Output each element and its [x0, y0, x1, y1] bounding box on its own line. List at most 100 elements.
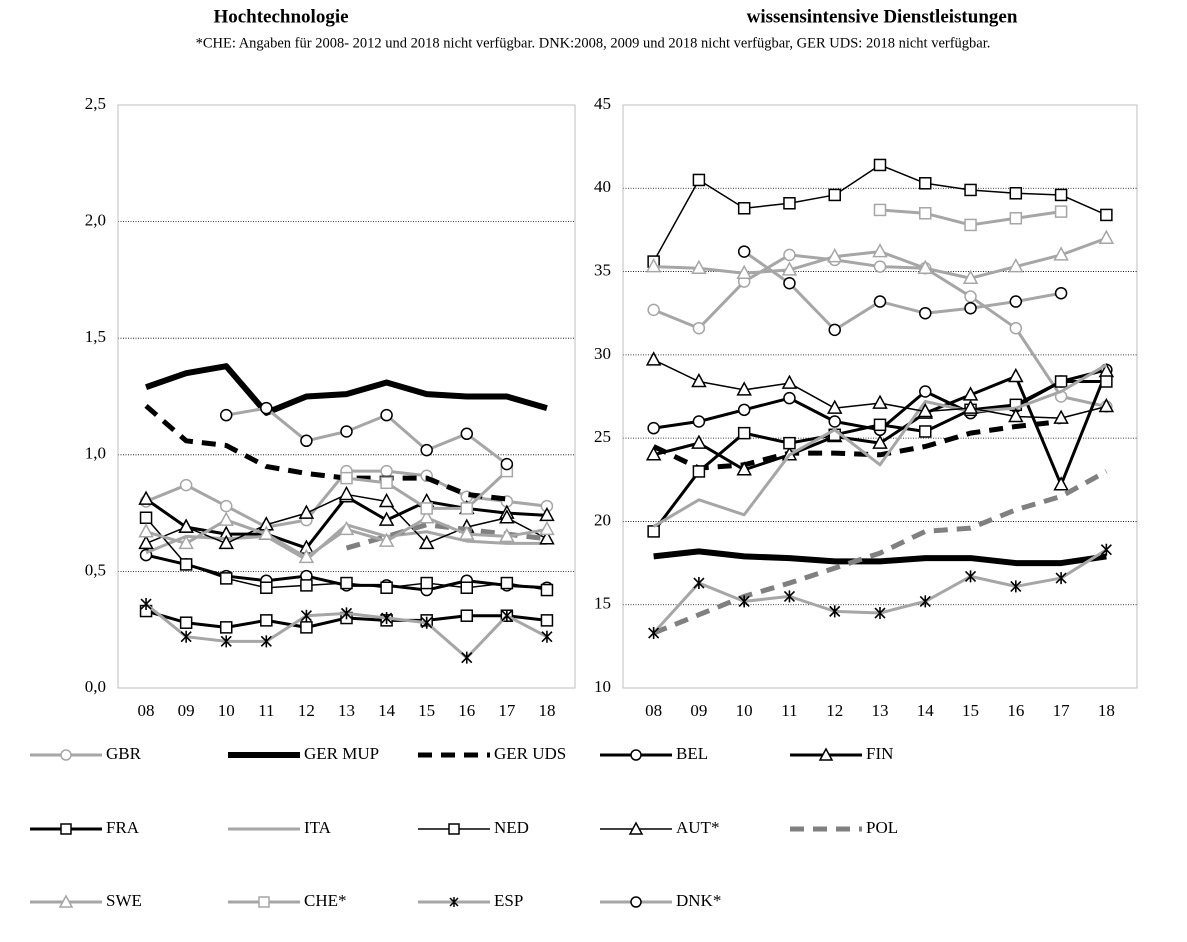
y-tick-label: 0,5: [85, 560, 106, 579]
data-marker: [1010, 580, 1022, 593]
x-tick-label: 09: [178, 701, 195, 720]
y-tick-label: 0,0: [85, 677, 106, 696]
data-marker: [139, 511, 153, 525]
data-marker: [1053, 409, 1069, 424]
legend-marker: [628, 821, 644, 835]
data-marker: [540, 614, 554, 627]
legend-marker: [630, 896, 642, 908]
data-marker: [692, 321, 706, 335]
data-marker: [826, 399, 843, 414]
x-tick-label: 14: [917, 701, 935, 720]
data-marker: [691, 372, 707, 388]
data-marker: [420, 502, 433, 515]
series-line: [653, 548, 1107, 567]
x-tick-label: 17: [498, 701, 516, 720]
data-marker: [459, 525, 475, 540]
data-marker: [737, 202, 751, 215]
x-tick-label: 08: [138, 701, 155, 720]
data-marker: [1053, 476, 1069, 491]
data-marker: [378, 532, 395, 547]
data-marker: [260, 401, 273, 415]
data-marker: [500, 576, 514, 590]
chart-title: wissensintensive Dienstleistungen: [747, 6, 1018, 27]
data-marker: [919, 306, 932, 320]
data-marker: [783, 197, 796, 210]
legend-label: GER MUP: [304, 744, 379, 763]
data-marker: [260, 635, 272, 648]
data-marker: [420, 576, 433, 590]
data-marker: [828, 415, 841, 428]
data-marker: [219, 408, 233, 422]
data-marker: [691, 434, 707, 449]
data-marker: [1008, 367, 1024, 383]
data-marker: [645, 257, 662, 273]
data-marker: [691, 259, 707, 274]
data-marker: [1100, 208, 1113, 222]
data-marker: [460, 427, 474, 441]
legend-label: SWE: [106, 891, 142, 910]
data-marker: [872, 394, 888, 409]
data-marker: [540, 583, 554, 597]
data-marker: [738, 595, 750, 608]
legend-label: ITA: [304, 818, 332, 837]
legend-label: GBR: [106, 744, 142, 763]
legend-label: AUT*: [676, 818, 719, 837]
data-marker: [964, 570, 977, 583]
series-line: [144, 403, 508, 502]
data-marker: [872, 434, 888, 449]
data-marker: [873, 295, 887, 308]
data-marker: [1054, 188, 1068, 202]
data-marker: [647, 421, 660, 435]
data-marker: [645, 446, 662, 461]
data-marker: [300, 579, 313, 592]
data-marker: [828, 323, 841, 337]
y-tick-label: 20: [594, 510, 611, 529]
data-marker: [340, 471, 353, 485]
data-marker: [1008, 257, 1024, 273]
data-marker: [1098, 229, 1115, 245]
data-marker: [917, 402, 934, 418]
data-marker: [499, 509, 515, 524]
data-marker: [1098, 397, 1115, 413]
data-marker: [964, 290, 977, 303]
x-tick-label: 10: [218, 701, 235, 720]
series-line: [652, 419, 1062, 471]
data-marker: [340, 607, 353, 620]
legend-marker: [448, 823, 460, 835]
x-tick-label: 16: [1007, 701, 1024, 720]
data-marker: [381, 612, 393, 625]
data-marker: [1009, 212, 1023, 225]
y-tick-label: 1,5: [85, 327, 106, 346]
x-tick-label: 11: [258, 701, 274, 720]
legend-marker: [449, 897, 459, 907]
data-marker: [648, 627, 660, 640]
y-tick-label: 2,5: [85, 94, 106, 113]
data-marker: [919, 595, 931, 608]
x-tick-label: 15: [962, 701, 979, 720]
x-tick-label: 17: [1053, 701, 1071, 720]
plot-border: [622, 104, 1138, 689]
x-tick-label: 09: [690, 701, 707, 720]
series-line: [225, 406, 508, 466]
data-marker: [539, 530, 555, 545]
data-marker: [260, 614, 273, 627]
data-marker: [340, 425, 353, 438]
x-tick-label: 14: [378, 701, 396, 720]
data-marker: [1054, 286, 1068, 300]
data-marker: [964, 183, 977, 197]
data-marker: [258, 525, 275, 540]
legend-label: FRA: [106, 818, 140, 837]
data-marker: [219, 621, 233, 634]
data-marker: [499, 527, 515, 543]
x-tick-label: 13: [872, 701, 889, 720]
data-marker: [919, 385, 932, 398]
legend-label: BEL: [676, 744, 708, 763]
plot-border: [117, 104, 576, 689]
data-marker: [378, 511, 395, 526]
data-marker: [917, 259, 934, 274]
data-marker: [781, 261, 798, 276]
data-marker: [826, 248, 843, 263]
y-tick-label: 15: [594, 594, 611, 613]
x-tick-label: 12: [826, 701, 843, 720]
data-marker: [338, 485, 355, 501]
